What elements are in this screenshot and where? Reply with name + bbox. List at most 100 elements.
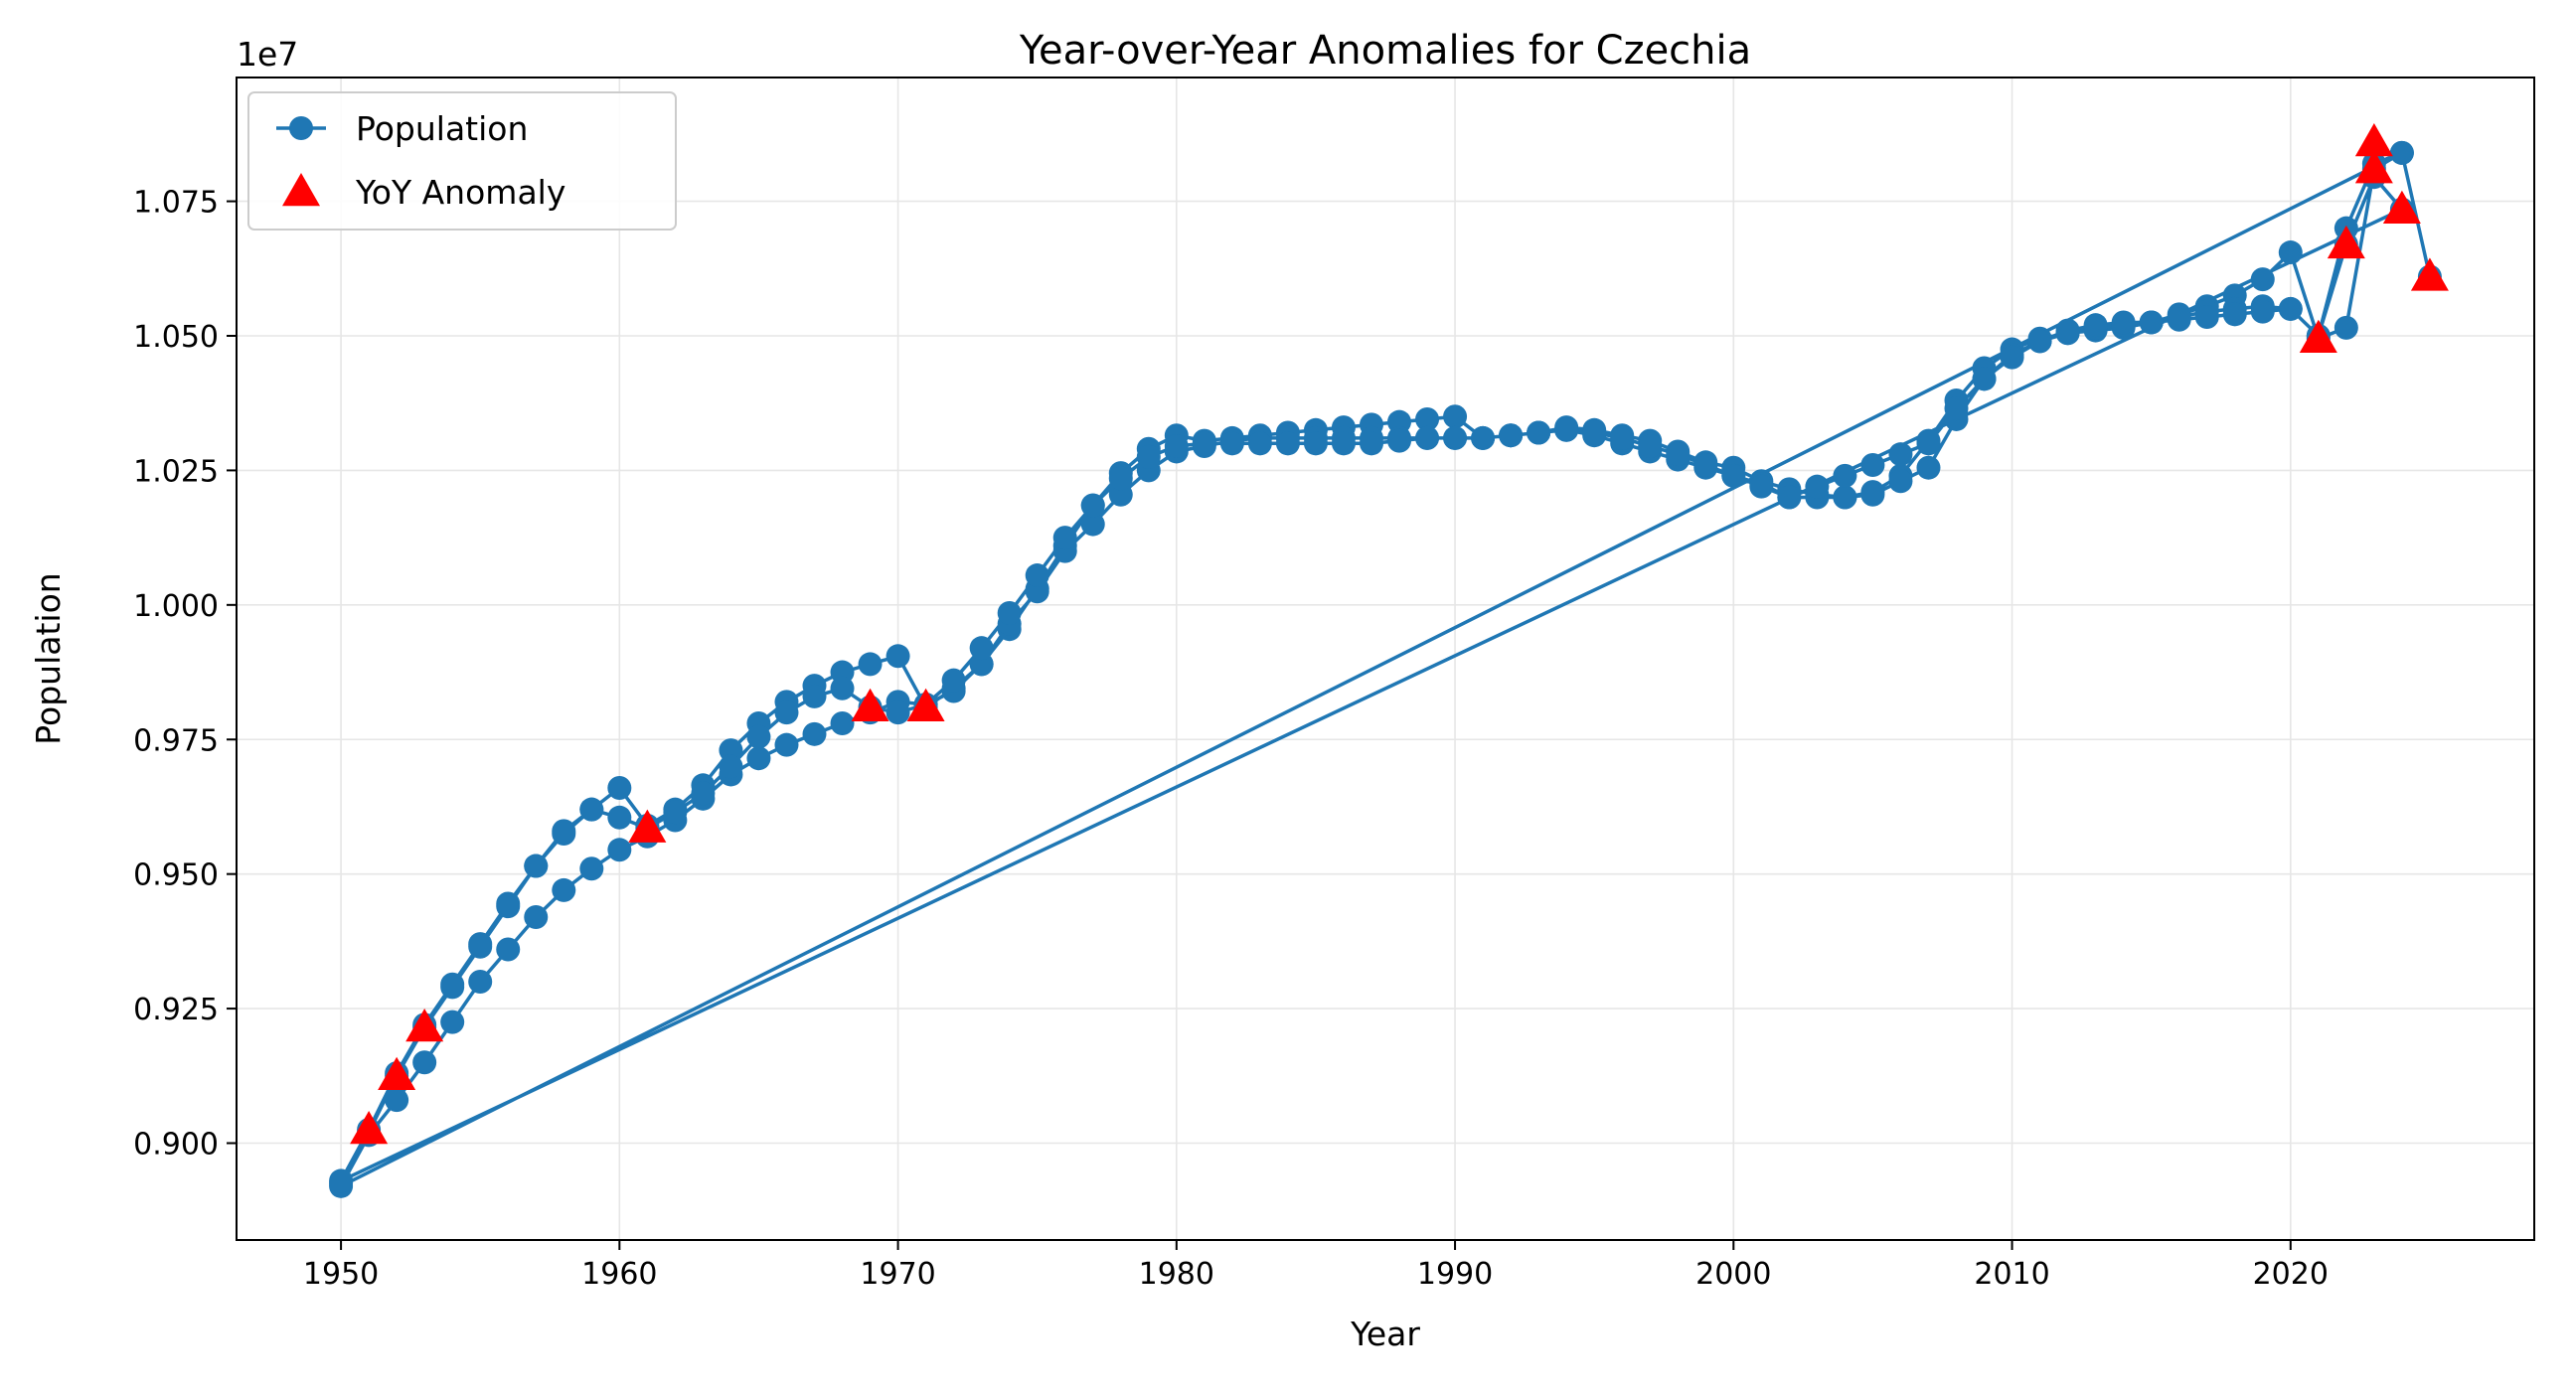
population-point — [1471, 425, 1496, 450]
population-point — [1972, 367, 1997, 391]
population-point — [802, 684, 827, 708]
series-layer — [329, 123, 2449, 1198]
population-point — [1916, 455, 1941, 480]
population-point — [1219, 431, 1244, 456]
y-axis-label: Population — [29, 572, 68, 744]
population-point — [1860, 482, 1885, 507]
population-point — [440, 972, 465, 997]
population-point — [385, 1088, 409, 1113]
population-point — [2139, 310, 2164, 335]
y-axis-offset-text: 1e7 — [237, 35, 298, 74]
population-point — [1499, 423, 1524, 448]
population-point — [2389, 140, 2414, 165]
legend-anomaly-marker — [282, 173, 320, 207]
population-point — [329, 1168, 354, 1193]
population-point — [1275, 431, 1300, 456]
population-point — [2334, 315, 2358, 340]
population-point — [496, 937, 521, 962]
anomaly-marker — [2382, 190, 2421, 224]
population-point — [886, 700, 910, 725]
population-point — [2194, 305, 2219, 330]
y-axis-ticks: 0.900 0.925 0.950 0.975 1.000 1.025 1.050 1.075 — [133, 186, 237, 1163]
x-tick-label: 1990 — [1417, 1257, 1493, 1292]
population-point — [719, 754, 743, 779]
population-point — [1833, 485, 1857, 510]
y-tick-label: 0.975 — [133, 723, 219, 758]
population-point — [2222, 302, 2247, 327]
population-point — [607, 805, 632, 830]
population-point — [858, 652, 883, 677]
population-point — [1359, 431, 1383, 456]
population-series-line — [339, 151, 2432, 1188]
legend: Population YoY Anomaly — [247, 91, 677, 231]
population-point — [468, 970, 493, 994]
population-point — [1721, 463, 1746, 488]
population-point — [1080, 493, 1105, 518]
x-tick-label: 1950 — [303, 1257, 379, 1292]
anomaly-marker — [2354, 150, 2393, 184]
population-point — [1944, 396, 1969, 421]
population-point — [886, 644, 910, 669]
anomaly-marker — [2327, 225, 2365, 259]
population-point — [2278, 296, 2303, 321]
population-point — [1666, 442, 1690, 467]
grid — [237, 78, 2534, 1240]
anomaly-marker — [350, 1110, 389, 1145]
anomaly-marker — [2354, 123, 2393, 157]
anomaly-marker — [906, 688, 945, 721]
population-point — [579, 797, 604, 822]
x-axis-label: Year — [1350, 1315, 1420, 1353]
population-point — [1888, 442, 1913, 467]
y-tick-label: 1.050 — [133, 320, 219, 355]
population-point — [1415, 406, 1440, 431]
population-point — [1833, 463, 1857, 488]
population-point — [802, 721, 827, 746]
x-tick-label: 1970 — [860, 1257, 935, 1292]
y-tick-label: 0.950 — [133, 858, 219, 893]
population-point — [607, 838, 632, 862]
y-tick-label: 0.925 — [133, 993, 219, 1027]
population-point — [579, 856, 604, 881]
population-point — [1080, 512, 1105, 537]
anomaly-marker — [2299, 319, 2337, 353]
population-point — [1805, 474, 1830, 499]
population-point — [1777, 485, 1802, 510]
population-point — [746, 724, 771, 749]
chart-title: Year-over-Year Anomalies for Czechia — [1019, 28, 1751, 74]
anomaly-marker — [628, 809, 667, 843]
x-tick-label: 2010 — [1974, 1257, 2049, 1292]
population-point — [2055, 318, 2080, 343]
population-point — [691, 781, 716, 806]
anomaly-marker — [405, 1009, 444, 1042]
population-point — [468, 932, 493, 957]
anomaly-marker — [378, 1056, 416, 1091]
population-point — [2250, 299, 2275, 324]
population-point — [1582, 420, 1607, 445]
population-point — [830, 711, 855, 735]
population-point — [1331, 431, 1356, 456]
y-tick-label: 1.025 — [133, 454, 219, 489]
population-point — [2083, 313, 2108, 338]
population-point — [830, 676, 855, 700]
population-point — [1192, 431, 1216, 456]
y-tick-label: 0.900 — [133, 1128, 219, 1163]
population-point — [1443, 425, 1468, 450]
population-point — [1749, 474, 1774, 499]
population-point — [1108, 466, 1133, 491]
population-point — [774, 700, 799, 725]
legend-population-label: Population — [356, 109, 528, 148]
population-point — [1693, 453, 1718, 477]
population-point — [2167, 307, 2191, 332]
population-point — [552, 877, 576, 902]
population-point — [1527, 420, 1551, 445]
population-point — [1164, 434, 1189, 459]
population-point — [2000, 345, 2024, 370]
x-tick-label: 2000 — [1695, 1257, 1771, 1292]
population-point — [1638, 434, 1663, 459]
population-point — [524, 905, 549, 929]
population-point — [607, 776, 632, 800]
population-point — [941, 668, 966, 693]
x-axis-ticks: 1950 1960 1970 1980 1990 2000 2010 2020 — [303, 1240, 2329, 1292]
